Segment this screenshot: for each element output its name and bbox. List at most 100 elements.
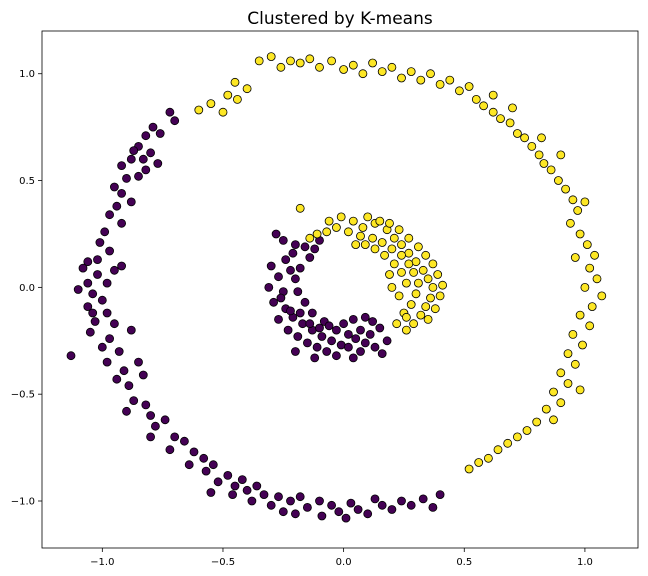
cluster-1-point — [520, 133, 529, 143]
cluster-1-point — [409, 319, 419, 329]
cluster-1-point — [423, 314, 433, 324]
cluster-1-point — [546, 165, 556, 175]
cluster-1-point — [242, 84, 252, 94]
cluster-0-point — [259, 490, 269, 500]
cluster-0-point — [148, 122, 158, 132]
cluster-1-point — [539, 159, 549, 168]
cluster-0-point — [97, 295, 107, 305]
cluster-1-point — [597, 291, 607, 301]
cluster-0-point — [146, 432, 156, 442]
cluster-0-point — [365, 329, 375, 339]
cluster-0-point — [295, 308, 305, 318]
cluster-0-point — [88, 289, 98, 299]
cluster-1-point — [406, 67, 416, 76]
cluster-0-point — [343, 329, 353, 339]
cluster-1-point — [416, 310, 426, 320]
cluster-0-point — [324, 321, 334, 331]
cluster-1-point — [541, 404, 551, 414]
cluster-1-point — [276, 62, 286, 72]
cluster-0-point — [138, 154, 148, 164]
cluster-1-point — [392, 319, 402, 329]
cluster-1-point — [454, 86, 464, 96]
cluster-0-point — [129, 396, 139, 406]
cluster-0-point — [117, 188, 126, 198]
cluster-1-point — [416, 75, 426, 85]
cluster-0-point — [252, 481, 262, 491]
cluster-1-point — [513, 129, 522, 138]
cluster-0-point — [266, 500, 276, 510]
cluster-0-point — [122, 173, 131, 183]
cluster-1-point — [394, 291, 404, 301]
cluster-1-point — [549, 415, 558, 425]
cluster-0-point — [179, 436, 189, 446]
cluster-1-point — [438, 280, 448, 290]
cluster-0-point — [146, 411, 156, 420]
cluster-0-point — [165, 445, 175, 455]
cluster-0-point — [223, 470, 233, 480]
cluster-1-point — [305, 54, 315, 64]
cluster-1-point — [397, 73, 406, 83]
cluster-1-point — [582, 240, 592, 250]
x-tick-label: −1.0 — [90, 557, 114, 568]
cluster-0-point — [290, 347, 300, 356]
cluster-0-point — [418, 494, 428, 504]
cluster-1-point — [585, 321, 595, 331]
cluster-0-point — [341, 513, 351, 523]
cluster-0-point — [271, 229, 281, 239]
cluster-1-point — [522, 426, 532, 435]
cluster-0-point — [295, 492, 305, 502]
cluster-0-point — [117, 161, 126, 171]
cluster-0-point — [302, 338, 312, 348]
cluster-1-point — [409, 267, 419, 277]
cluster-1-point — [232, 95, 242, 104]
cluster-1-point — [568, 329, 578, 339]
cluster-0-point — [295, 263, 305, 273]
cluster-1-point — [387, 282, 397, 292]
cluster-1-point — [418, 265, 428, 275]
cluster-0-point — [206, 488, 216, 497]
cluster-1-point — [532, 417, 542, 427]
cluster-0-point — [83, 302, 93, 312]
cluster-0-point — [141, 131, 151, 141]
cluster-0-point — [124, 381, 134, 391]
cluster-0-point — [348, 314, 358, 324]
cluster-0-point — [346, 498, 356, 508]
cluster-0-point — [78, 263, 88, 273]
cluster-0-point — [348, 353, 358, 363]
cluster-1-point — [573, 206, 583, 215]
cluster-0-point — [247, 496, 257, 506]
cluster-0-point — [290, 509, 300, 519]
cluster-1-point — [351, 240, 361, 250]
cluster-1-point — [266, 52, 276, 61]
cluster-0-point — [356, 325, 365, 335]
cluster-1-point — [556, 398, 566, 408]
cluster-1-point — [295, 203, 305, 213]
cluster-1-point — [295, 58, 305, 68]
cluster-0-point — [327, 500, 337, 510]
cluster-1-point — [377, 238, 387, 247]
cluster-1-point — [570, 253, 580, 262]
cluster-0-point — [300, 242, 310, 252]
cluster-1-point — [479, 101, 489, 111]
cluster-0-point — [155, 129, 165, 138]
cluster-0-point — [213, 477, 223, 487]
cluster-0-point — [356, 347, 365, 356]
cluster-1-point — [401, 278, 411, 288]
x-tick-label: 1.0 — [577, 557, 593, 568]
cluster-0-point — [97, 342, 107, 352]
cluster-0-point — [397, 496, 406, 506]
cluster-0-point — [102, 278, 112, 288]
cluster-0-point — [274, 314, 283, 324]
cluster-0-point — [368, 317, 378, 326]
cluster-1-point — [401, 325, 411, 335]
cluster-0-point — [339, 319, 349, 329]
cluster-0-point — [334, 507, 344, 517]
cluster-0-point — [110, 265, 119, 275]
cluster-0-point — [276, 293, 286, 303]
cluster-0-point — [305, 319, 315, 329]
cluster-0-point — [293, 287, 303, 297]
cluster-0-point — [278, 235, 288, 245]
cluster-1-point — [368, 58, 378, 68]
cluster-1-point — [575, 385, 585, 395]
